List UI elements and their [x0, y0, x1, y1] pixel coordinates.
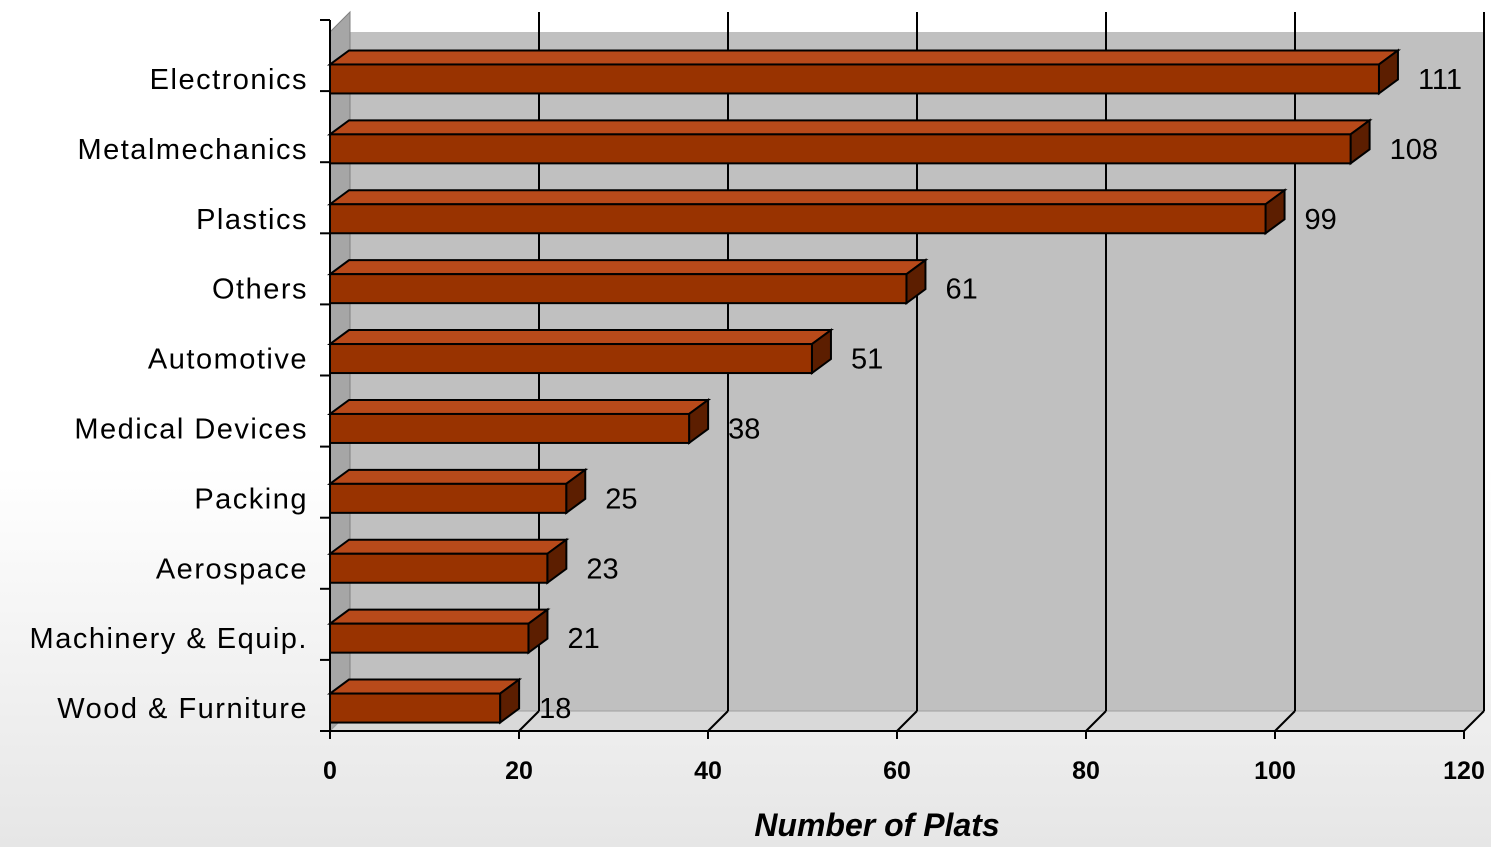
- bar-top: [326, 678, 523, 695]
- gridline-floor: [896, 710, 918, 732]
- category-label: Aerospace: [156, 553, 308, 585]
- category-label: Metalmechanics: [77, 134, 308, 166]
- bar: [326, 48, 1401, 96]
- bar-top: [326, 259, 929, 276]
- x-tick-label: 40: [694, 757, 722, 785]
- bars: [326, 48, 1401, 725]
- bar: [326, 677, 523, 725]
- gridline-floor: [707, 710, 729, 732]
- x-axis-title: Number of Plats: [754, 807, 999, 843]
- x-tick-label: 60: [883, 757, 911, 785]
- bar-front: [329, 692, 502, 724]
- bar: [326, 118, 1373, 166]
- bar: [326, 258, 929, 306]
- bar: [326, 328, 834, 376]
- value-labels: 111 108 99 61 51 38 25 23 21 18: [539, 64, 1462, 725]
- category-label: Plastics: [196, 204, 308, 236]
- data-label: 38: [728, 413, 760, 445]
- bar: [326, 397, 712, 445]
- bar-front: [329, 203, 1267, 235]
- bar-front: [329, 133, 1352, 165]
- gridline-floor: [1274, 710, 1296, 732]
- data-label: 23: [586, 553, 618, 585]
- gridline-floor: [1463, 710, 1485, 732]
- bar-top: [326, 49, 1401, 66]
- bar-top: [326, 468, 589, 485]
- bar-front: [329, 552, 549, 584]
- bar-front: [329, 482, 568, 514]
- x-tick-label: 0: [323, 757, 337, 785]
- bar: [326, 188, 1288, 236]
- category-label: Machinery & Equip.: [30, 623, 308, 655]
- x-tick-label: 120: [1443, 757, 1485, 785]
- gridline-floor: [1085, 710, 1107, 732]
- gridline-floor: [518, 710, 540, 732]
- bar-top: [326, 119, 1373, 136]
- category-label: Medical Devices: [74, 413, 308, 445]
- data-label: 51: [851, 344, 883, 376]
- bar: [326, 537, 570, 585]
- bar-front: [329, 343, 813, 375]
- bar-top: [326, 189, 1288, 206]
- category-labels: Electronics Metalmechanics Plastics Others A…: [30, 64, 308, 725]
- data-label: 61: [945, 274, 977, 306]
- category-label: Wood & Furniture: [57, 693, 308, 725]
- bar: [326, 467, 589, 515]
- data-label: 99: [1305, 204, 1337, 236]
- bar-top: [326, 608, 551, 625]
- x-tick-label: 100: [1254, 757, 1296, 785]
- bar-top: [326, 329, 834, 346]
- data-label: 18: [539, 693, 571, 725]
- bar-front: [329, 273, 908, 305]
- axes: [320, 19, 1465, 739]
- category-label: Others: [212, 274, 308, 306]
- bar-front: [329, 412, 691, 444]
- category-label: Automotive: [148, 344, 308, 376]
- bar-front: [329, 63, 1380, 95]
- category-label: Electronics: [150, 64, 308, 96]
- data-label: 108: [1390, 134, 1438, 166]
- x-tick-label: 20: [505, 757, 533, 785]
- data-label: 21: [567, 623, 599, 655]
- bar-top: [326, 398, 712, 415]
- x-tick-labels: 0 20 40 60 80 100 120: [323, 757, 1485, 785]
- data-label: 25: [605, 483, 637, 515]
- data-label: 111: [1418, 64, 1462, 96]
- x-tick-label: 80: [1072, 757, 1100, 785]
- category-label: Packing: [194, 483, 308, 515]
- bar-front: [329, 622, 530, 654]
- bar: [326, 607, 551, 655]
- bar-top: [326, 538, 570, 555]
